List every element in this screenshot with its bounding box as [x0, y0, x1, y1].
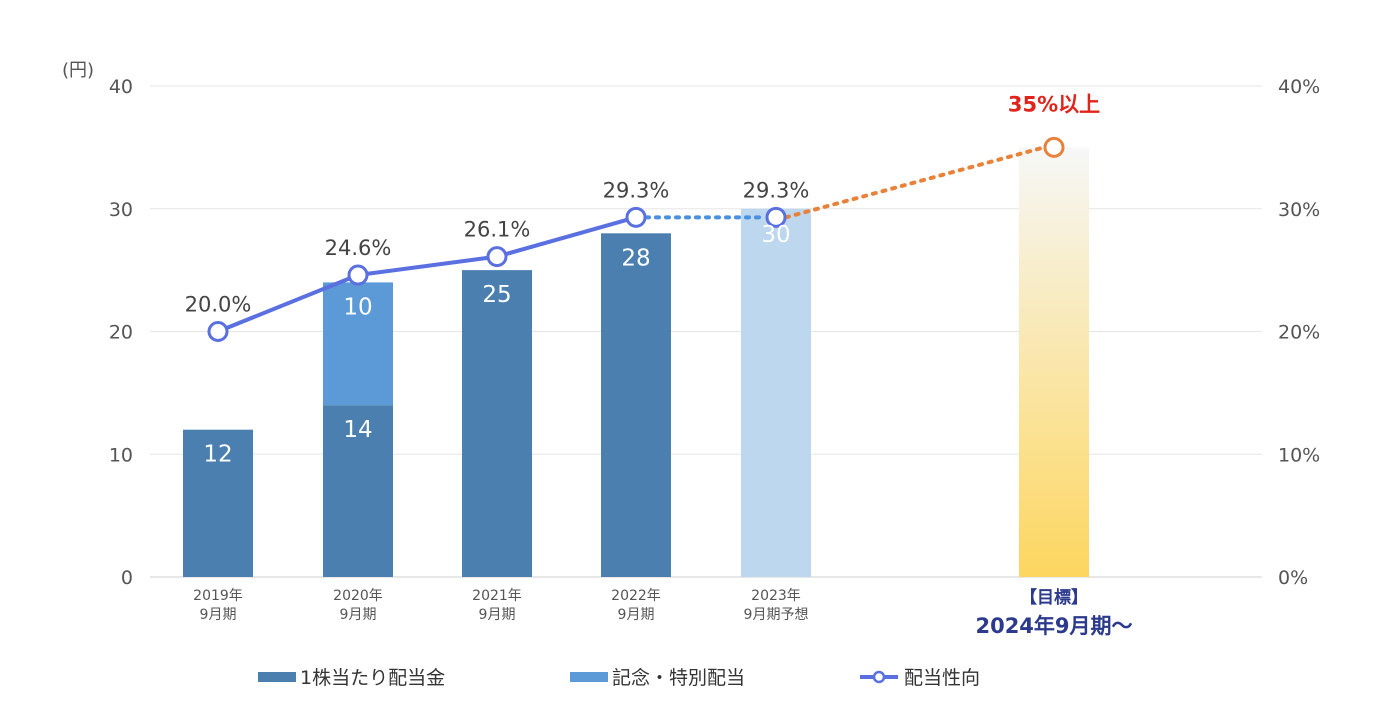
payout-ratio-point [486, 246, 508, 268]
legend: 1株当たり配当金 記念・特別配当 配当性向 [258, 666, 980, 689]
x-tick-label: 9月期 [200, 607, 237, 623]
data-labels: 12 14 10 25 28 30 20.0% 24.6% 26.1% 29.3% 29.3% 35%… [185, 92, 1100, 467]
payout-ratio-label: 20.0% [185, 293, 252, 317]
legend-marker [872, 670, 886, 684]
payout-ratio-point [765, 206, 787, 228]
y-left-tick-label: 0 [121, 567, 133, 589]
y-right-tick-label: 10% [1278, 444, 1320, 466]
bar-value-label: 28 [621, 245, 650, 271]
bars [183, 147, 1089, 578]
x-tick-label: 9月期予想 [744, 607, 809, 623]
x-tick-label: 2019年 [193, 588, 243, 604]
x-tick-label: 2021年 [472, 588, 522, 604]
bar-dividend-per-share [462, 270, 532, 577]
y-right-tick-label: 20% [1278, 322, 1320, 344]
target-category-label: 2024年9月期～ [975, 614, 1132, 638]
payout-ratio-point [347, 264, 369, 286]
payout-ratio-label: 29.3% [743, 178, 810, 202]
y-left-unit-label: (円) [62, 60, 94, 81]
legend-label: 1株当たり配当金 [300, 667, 445, 689]
y-left-tick-label: 20 [109, 322, 133, 344]
bar-dividend-per-share [323, 405, 393, 577]
x-tick-label: 2023年 [751, 588, 801, 604]
target-category-label: 【目標】 [1020, 587, 1088, 608]
bar-dividend-per-share [183, 429, 253, 577]
payout-ratio-label: 26.1% [464, 218, 531, 242]
payout-ratio-line-target [784, 145, 1046, 220]
grid-lines [150, 85, 1262, 578]
legend-label: 記念・特別配当 [612, 666, 745, 689]
target-point [1043, 136, 1065, 158]
legend-swatch [258, 672, 296, 682]
y-left-tick-label: 40 [109, 76, 133, 98]
y-right-tick-label: 30% [1278, 199, 1320, 221]
bar-target [1019, 147, 1089, 577]
payout-ratio-label: 24.6% [325, 236, 392, 260]
target-label: 35%以上 [1008, 92, 1100, 116]
x-tick-label: 2020年 [333, 588, 383, 604]
y-right-tick-label: 0% [1278, 567, 1308, 589]
y-left-tick-label: 10 [109, 444, 133, 466]
y-right-tick-label: 40% [1278, 76, 1320, 98]
x-tick-label: 9月期 [618, 607, 655, 623]
y-left-tick-label: 30 [109, 199, 133, 221]
bar-value-label: 30 [761, 222, 790, 248]
payout-ratio-point [625, 206, 647, 228]
axes: 0 0% 10 10% 20 20% 30 30% 40 40% (円) 2019年 9月期 2020年 9… [62, 60, 1320, 638]
bar-dividend-per-share [601, 233, 671, 578]
payout-ratio-line-actual [217, 215, 637, 334]
bar-value-label: 25 [482, 282, 511, 308]
payout-ratio-label: 29.3% [603, 178, 670, 202]
bar-value-label: 12 [203, 442, 232, 468]
dividend-payout-ratio-line [207, 136, 1065, 342]
payout-ratio-point [207, 321, 229, 342]
legend-swatch [570, 672, 608, 682]
legend-label: 配当性向 [904, 667, 980, 689]
bar-value-label: 10 [343, 294, 372, 320]
x-tick-label: 9月期 [340, 607, 377, 623]
x-tick-label: 2022年 [611, 588, 661, 604]
bar-commemorative-dividend [323, 282, 393, 406]
bar-value-label: 14 [343, 417, 372, 443]
x-tick-label: 9月期 [479, 607, 516, 623]
bar-forecast [741, 208, 811, 577]
